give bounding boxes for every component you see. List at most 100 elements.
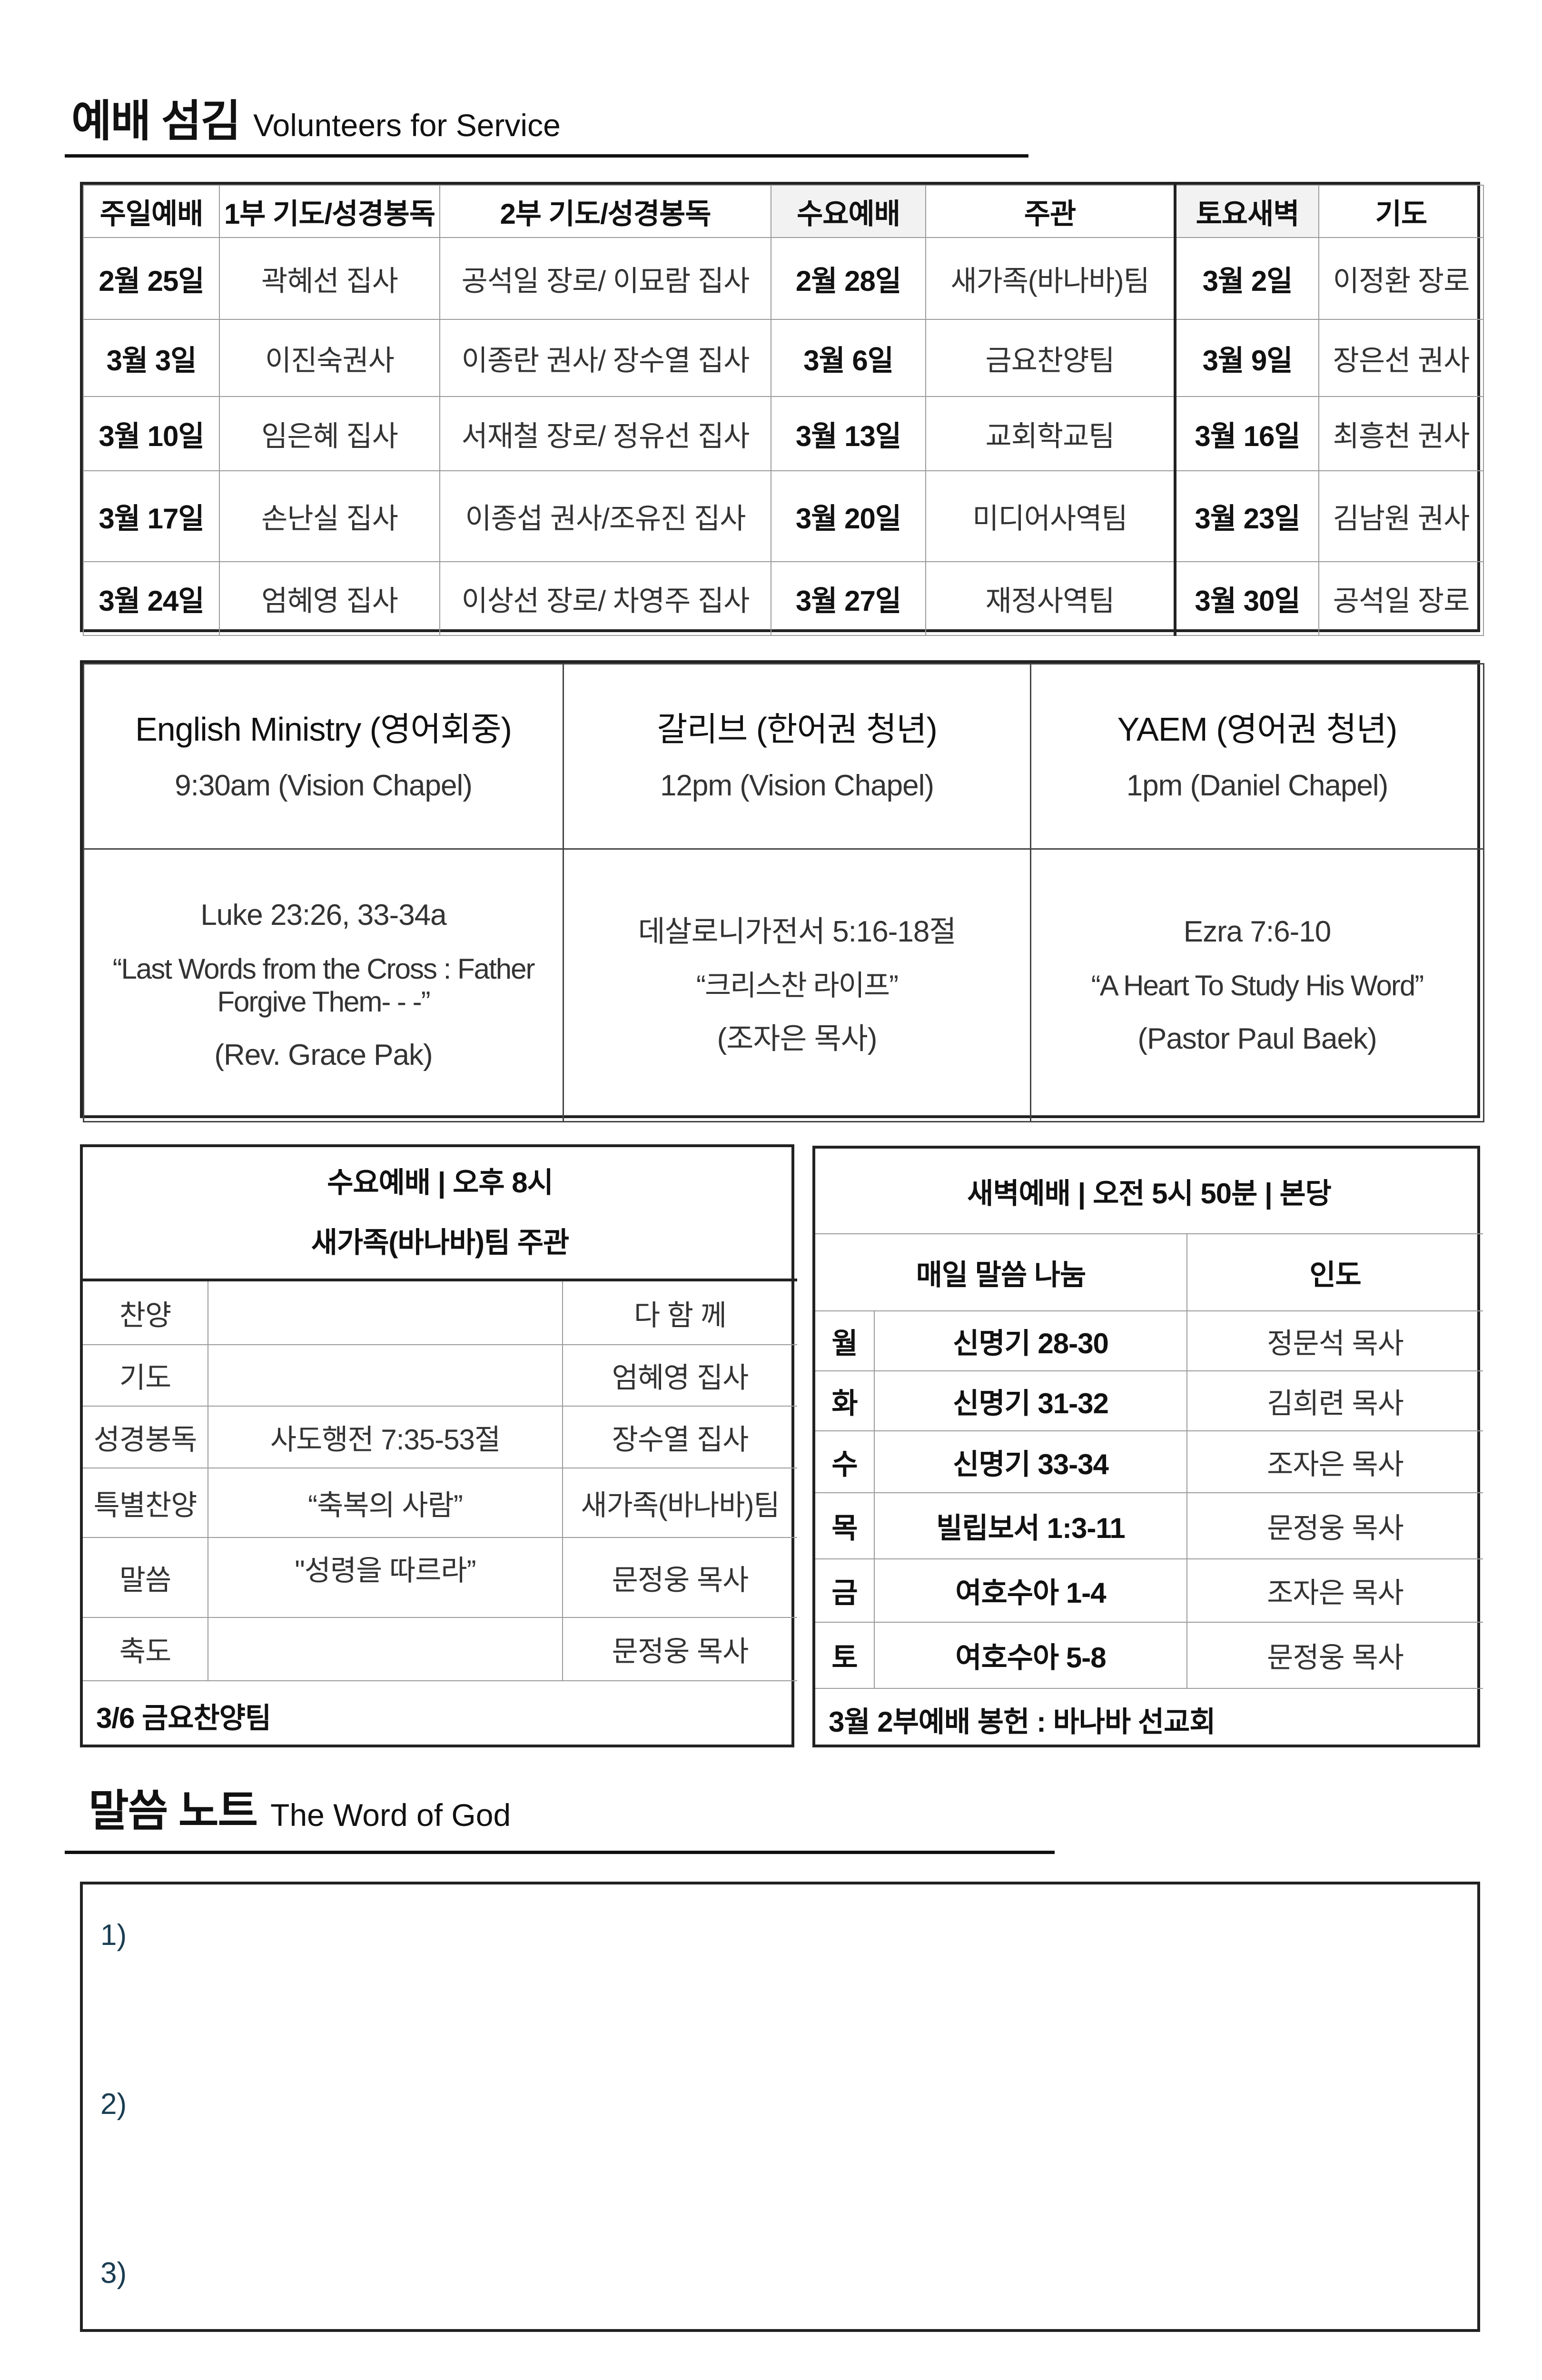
dawn-col-leader: 인도 [1186,1233,1483,1311]
order-content: "성령을 따르라” [208,1537,563,1618]
cell-saturday-date: 3월 30일 [1174,561,1319,636]
cell-prayer: 김남원 권사 [1318,470,1484,562]
cell-wednesday-date: 3월 6일 [771,319,926,397]
wednesday-subtitle: 새가족(바나바)팀 주관 [311,1227,569,1259]
cell-saturday-date: 3월 9일 [1174,319,1319,397]
cell-prayer: 최흥천 권사 [1318,396,1484,471]
table-row: 기도 엄혜영 집사 [83,1344,798,1407]
header-saturday-date: 토요새벽 [1174,185,1319,238]
dawn-footer: 3월 2부예배 봉헌 : 바나바 선교회 [815,1688,1483,1750]
table-row: 성경봉독 사도행전 7:35-53절 장수열 집사 [83,1406,798,1468]
cell-host: 새가족(바나바)팀 [925,237,1176,320]
cell-saturday-date: 3월 16일 [1174,396,1319,471]
cell-second-service: 이종란 권사/ 장수열 집사 [439,319,771,397]
note-item-2: 2) [100,2088,127,2121]
note-item-3: 3) [100,2257,127,2290]
table-row: 금 여호수아 1-4 조자은 목사 [815,1558,1483,1623]
table-row: 2월 25일 곽혜선 집사 공석일 장로/ 이묘람 집사 2월 28일 새가족(바나바)… [83,237,1484,320]
ministry-header: English Ministry (영어회중) 9:30am (Vision Ch… [83,663,564,850]
volunteers-title-en: Volunteers for Service [253,108,561,143]
table-row: 토 여호수아 5-8 문정웅 목사 [815,1622,1483,1689]
sermon-preacher: (Rev. Grace Pak) [214,1039,433,1071]
note-item-1: 1) [100,1919,127,1952]
weekday: 토 [815,1622,875,1689]
order-person: 문정웅 목사 [562,1617,798,1681]
ministry-time: 12pm (Vision Chapel) [660,769,934,803]
cell-prayer: 공석일 장로 [1318,561,1484,636]
leader: 문정웅 목사 [1186,1622,1483,1689]
cell-host: 교회학교팀 [925,396,1176,471]
weekday: 화 [815,1370,875,1431]
volunteers-title: 예배 섬김 Volunteers for Service [71,86,561,149]
cell-prayer: 이정환 장로 [1318,237,1484,320]
notes-title-en: The Word of God [270,1797,511,1833]
notes-box[interactable] [80,1882,1480,2332]
order-content [208,1617,563,1681]
daily-reading: 여호수아 1-4 [874,1558,1187,1623]
notes-title-ko: 말씀 노트 [89,1787,258,1835]
notes-title: 말씀 노트 The Word of God [89,1775,511,1839]
dawn-service-table: 새벽예배 | 오전 5시 50분 | 본당 매일 말씀 나눔 인도 월 신명기 28… [812,1146,1483,1750]
cell-second-service: 공석일 장로/ 이묘람 집사 [439,237,771,320]
leader: 정문석 목사 [1186,1310,1483,1371]
header-host: 주관 [925,185,1176,238]
order-content [208,1279,563,1345]
order-item: 성경봉독 [83,1406,208,1468]
order-item: 찬양 [83,1279,208,1345]
table-row: 3월 10일 임은혜 집사 서재철 장로/ 정유선 집사 3월 13일 교회학교팀 3월 … [83,396,1484,471]
ministries-table: English Ministry (영어회중) 9:30am (Vision Ch… [80,660,1484,1122]
order-person: 문정웅 목사 [562,1537,798,1618]
ministry-name: YAEM (영어권 청년) [1117,710,1398,748]
table-row: 월 신명기 28-30 정문석 목사 [815,1310,1483,1371]
header-second-service: 2부 기도/성경봉독 [439,185,771,238]
daily-reading: 빌립보서 1:3-11 [874,1492,1187,1559]
sermon-title: “A Heart To Study His Word” [1091,969,1424,1002]
order-person: 다 함 께 [562,1279,798,1345]
weekday: 수 [815,1430,875,1493]
cell-second-service: 이종섭 권사/조유진 집사 [439,470,771,562]
order-content [208,1344,563,1407]
ministry-name: 갈리브 (한어권 청년) [657,710,938,748]
order-content: “축복의 사람” [208,1468,563,1538]
daily-reading: 신명기 33-34 [874,1430,1187,1493]
weekday: 목 [815,1492,875,1559]
table-row: 말씀 "성령을 따르라” 문정웅 목사 [83,1537,798,1618]
volunteers-title-ko: 예배 섬김 [71,97,241,146]
table-row: 3월 17일 손난실 집사 이종섭 권사/조유진 집사 3월 20일 미디어사역팀 3월 … [83,470,1484,562]
leader: 조자은 목사 [1186,1558,1483,1623]
dawn-col-reading: 매일 말씀 나눔 [815,1233,1187,1311]
ministry-header: YAEM (영어권 청년) 1pm (Daniel Chapel) [1030,663,1484,850]
header-sunday-date: 주일예배 [83,185,220,238]
sermon-preacher: (조자은 목사) [717,1022,878,1055]
cell-first-service: 이진숙권사 [219,319,440,397]
table-row: 화 신명기 31-32 김희련 목사 [815,1370,1483,1431]
volunteers-table: 주일예배 1부 기도/성경봉독 2부 기도/성경봉독 수요예배 주관 토요새벽 기도 2월 2… [80,182,1484,636]
ministry-sermon: Luke 23:26, 33-34a “Last Words from the C… [83,848,564,1122]
order-person: 새가족(바나바)팀 [562,1468,798,1538]
wednesday-service-table: 수요예배 | 오후 8시 새가족(바나바)팀 주관 찬양 다 함 께 기도 엄혜영 집사… [80,1144,798,1750]
header-prayer: 기도 [1318,185,1484,238]
cell-first-service: 엄혜영 집사 [219,561,440,636]
cell-wednesday-date: 3월 27일 [771,561,926,636]
cell-saturday-date: 3월 23일 [1174,470,1319,562]
wednesday-footer: 3/6 금요찬양팀 [83,1680,798,1750]
table-row: 3월 24일 엄혜영 집사 이상선 장로/ 차영주 집사 3월 27일 재정사역팀 3월 … [83,561,1484,636]
cell-sunday-date: 3월 24일 [83,561,220,636]
order-content: 사도행전 7:35-53절 [208,1406,563,1468]
cell-second-service: 서재철 장로/ 정유선 집사 [439,396,771,471]
leader: 김희련 목사 [1186,1370,1483,1431]
sermon-title: “Last Words from the Cross : Father Forg… [112,953,535,1018]
table-row: 수 신명기 33-34 조자은 목사 [815,1430,1483,1493]
header-first-service: 1부 기도/성경봉독 [219,185,440,238]
sermon-passage: Luke 23:26, 33-34a [200,899,446,932]
cell-first-service: 곽혜선 집사 [219,237,440,320]
order-item: 말씀 [83,1537,208,1618]
cell-first-service: 임은혜 집사 [219,396,440,471]
cell-wednesday-date: 3월 13일 [771,396,926,471]
dawn-title: 새벽예배 | 오전 5시 50분 | 본당 [815,1149,1483,1234]
order-item: 특별찬양 [83,1468,208,1538]
daily-reading: 여호수아 5-8 [874,1622,1187,1689]
table-row: 찬양 다 함 께 [83,1279,798,1345]
notes-underline [65,1851,1055,1854]
leader: 조자은 목사 [1186,1430,1483,1493]
